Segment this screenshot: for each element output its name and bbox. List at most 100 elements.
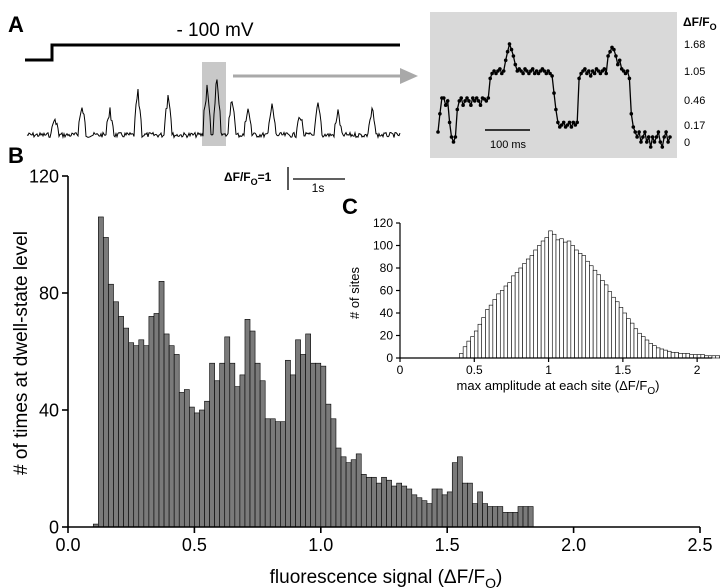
- histogram-b-bar: [376, 482, 382, 528]
- zoom-level-label: 0.17: [684, 120, 705, 132]
- histogram-c-y-tick-label: 80: [380, 261, 394, 275]
- histogram-b-bar: [163, 333, 170, 528]
- histogram-b-bar: [123, 327, 129, 528]
- zoom-trace-point: [463, 99, 467, 103]
- zoom-trace-point: [577, 76, 581, 81]
- zoom-trace-point: [509, 47, 514, 52]
- zoom-trace-point: [503, 58, 508, 63]
- zoom-trace-point: [546, 69, 550, 73]
- histogram-c-bar: [670, 352, 676, 359]
- histogram-c-bar: [544, 237, 549, 359]
- histogram-b-bar: [335, 447, 342, 528]
- histogram-b-bar: [310, 362, 317, 528]
- histogram-c-bar: [611, 296, 616, 359]
- zoom-trace-point: [507, 42, 512, 46]
- fluorescence-trace: [26, 79, 401, 140]
- histogram-c-bar: [488, 304, 494, 359]
- histogram-b-bar: [371, 476, 377, 528]
- histogram-b-x-tick-label: 0.5: [182, 535, 207, 555]
- zoom-trace-point: [498, 67, 502, 71]
- histogram-b-bar: [320, 365, 327, 528]
- histogram-b-bar: [234, 386, 241, 528]
- histogram-c-bar: [462, 346, 468, 359]
- panel-a-letter: A: [8, 12, 24, 37]
- histogram-c-bar: [540, 240, 546, 359]
- zoom-trace-point: [623, 71, 628, 76]
- histogram-c-bar: [555, 239, 561, 359]
- histogram-c-x-axis-label: max amplitude at each site (ΔF/FO): [457, 378, 660, 397]
- histogram-b-bar: [153, 313, 160, 528]
- histogram-c-bar: [514, 272, 520, 359]
- zoom-trace-point: [569, 125, 574, 129]
- histogram-b-bar: [401, 485, 408, 528]
- histogram-b-bar: [512, 512, 519, 528]
- histogram-b-bar: [158, 280, 165, 528]
- histogram-c-y-axis-label: # of sites: [347, 266, 362, 319]
- zoom-trace-point: [660, 145, 665, 149]
- zoom-trace-point: [645, 140, 649, 144]
- zoom-trace-point: [606, 54, 610, 58]
- histogram-b-bar: [477, 491, 483, 528]
- zoom-trace-point: [641, 135, 645, 139]
- histogram-b-bar: [446, 491, 453, 528]
- zoom-trace-point: [614, 54, 618, 58]
- zoom-trace-point: [511, 54, 516, 58]
- histogram-b-bar: [168, 345, 175, 528]
- zoom-trace-point: [646, 135, 651, 139]
- histogram-c-bar: [667, 350, 672, 359]
- histogram-b-bar: [295, 339, 301, 528]
- zoom-trace-point: [625, 69, 630, 73]
- histogram-c-bar: [507, 282, 512, 359]
- histogram-b-bar: [148, 316, 155, 528]
- histogram-c-bar: [600, 280, 605, 359]
- zoom-trace-point: [664, 130, 668, 134]
- histogram-c-bar: [585, 260, 590, 359]
- histogram-b-bar: [274, 421, 281, 528]
- zoom-trace-point: [652, 140, 657, 144]
- histogram-c-y-tick-label: 100: [373, 239, 393, 253]
- histogram-b-bar: [113, 301, 119, 528]
- zoom-trace-point: [596, 69, 601, 73]
- histogram-b-bar: [108, 283, 114, 528]
- voltage-label: - 100 mV: [176, 20, 253, 41]
- zoom-trace-point: [666, 140, 670, 144]
- histogram-b-bar: [280, 421, 286, 528]
- zoom-trace-point: [443, 103, 448, 107]
- histogram-c-bar: [485, 309, 490, 359]
- histogram-b-x-tick-label: 1.5: [435, 535, 460, 555]
- zoom-y-axis-label: ΔF/FO: [683, 15, 717, 32]
- zoom-trace-point: [469, 103, 473, 107]
- histogram-c-bar: [622, 312, 627, 359]
- histogram-c-y-tick-label: 120: [373, 216, 393, 230]
- histogram-c-x-tick-label: 1.5: [615, 363, 632, 377]
- zoom-trace-point: [530, 67, 535, 71]
- zoom-trace-point: [668, 135, 672, 139]
- histogram-c-bar: [499, 290, 505, 359]
- panel-c-letter: C: [342, 194, 358, 219]
- histogram-c-bar: [503, 285, 509, 359]
- zoom-trace-point: [590, 69, 595, 73]
- histogram-b-bar: [224, 336, 231, 528]
- zoom-trace-point: [461, 103, 465, 107]
- histogram-b-bar: [209, 362, 215, 528]
- zoom-level-label: 0: [684, 137, 690, 149]
- zoom-trace-point: [583, 67, 587, 71]
- histogram-b-bar: [290, 374, 296, 528]
- zoom-trace-point: [548, 71, 552, 76]
- zoom-level-label: 0.46: [684, 95, 705, 107]
- histogram-b-bar: [441, 494, 448, 528]
- histogram-b-bar: [315, 362, 322, 528]
- histogram-b-bar: [98, 216, 104, 528]
- zoom-trace-point: [505, 49, 510, 54]
- histogram-b-y-tick-label: 0: [49, 517, 59, 537]
- histogram-b-bars: [92, 216, 534, 528]
- histogram-b-bar: [143, 345, 150, 528]
- zoom-trace-point: [554, 107, 558, 112]
- zoom-trace-point: [494, 71, 498, 76]
- histogram-b-bar: [366, 476, 372, 528]
- histogram-c-bar: [525, 258, 531, 359]
- zoom-trace-point: [471, 96, 475, 100]
- zoom-trace-point: [453, 135, 458, 139]
- histogram-b-y-tick-label: 80: [39, 283, 59, 303]
